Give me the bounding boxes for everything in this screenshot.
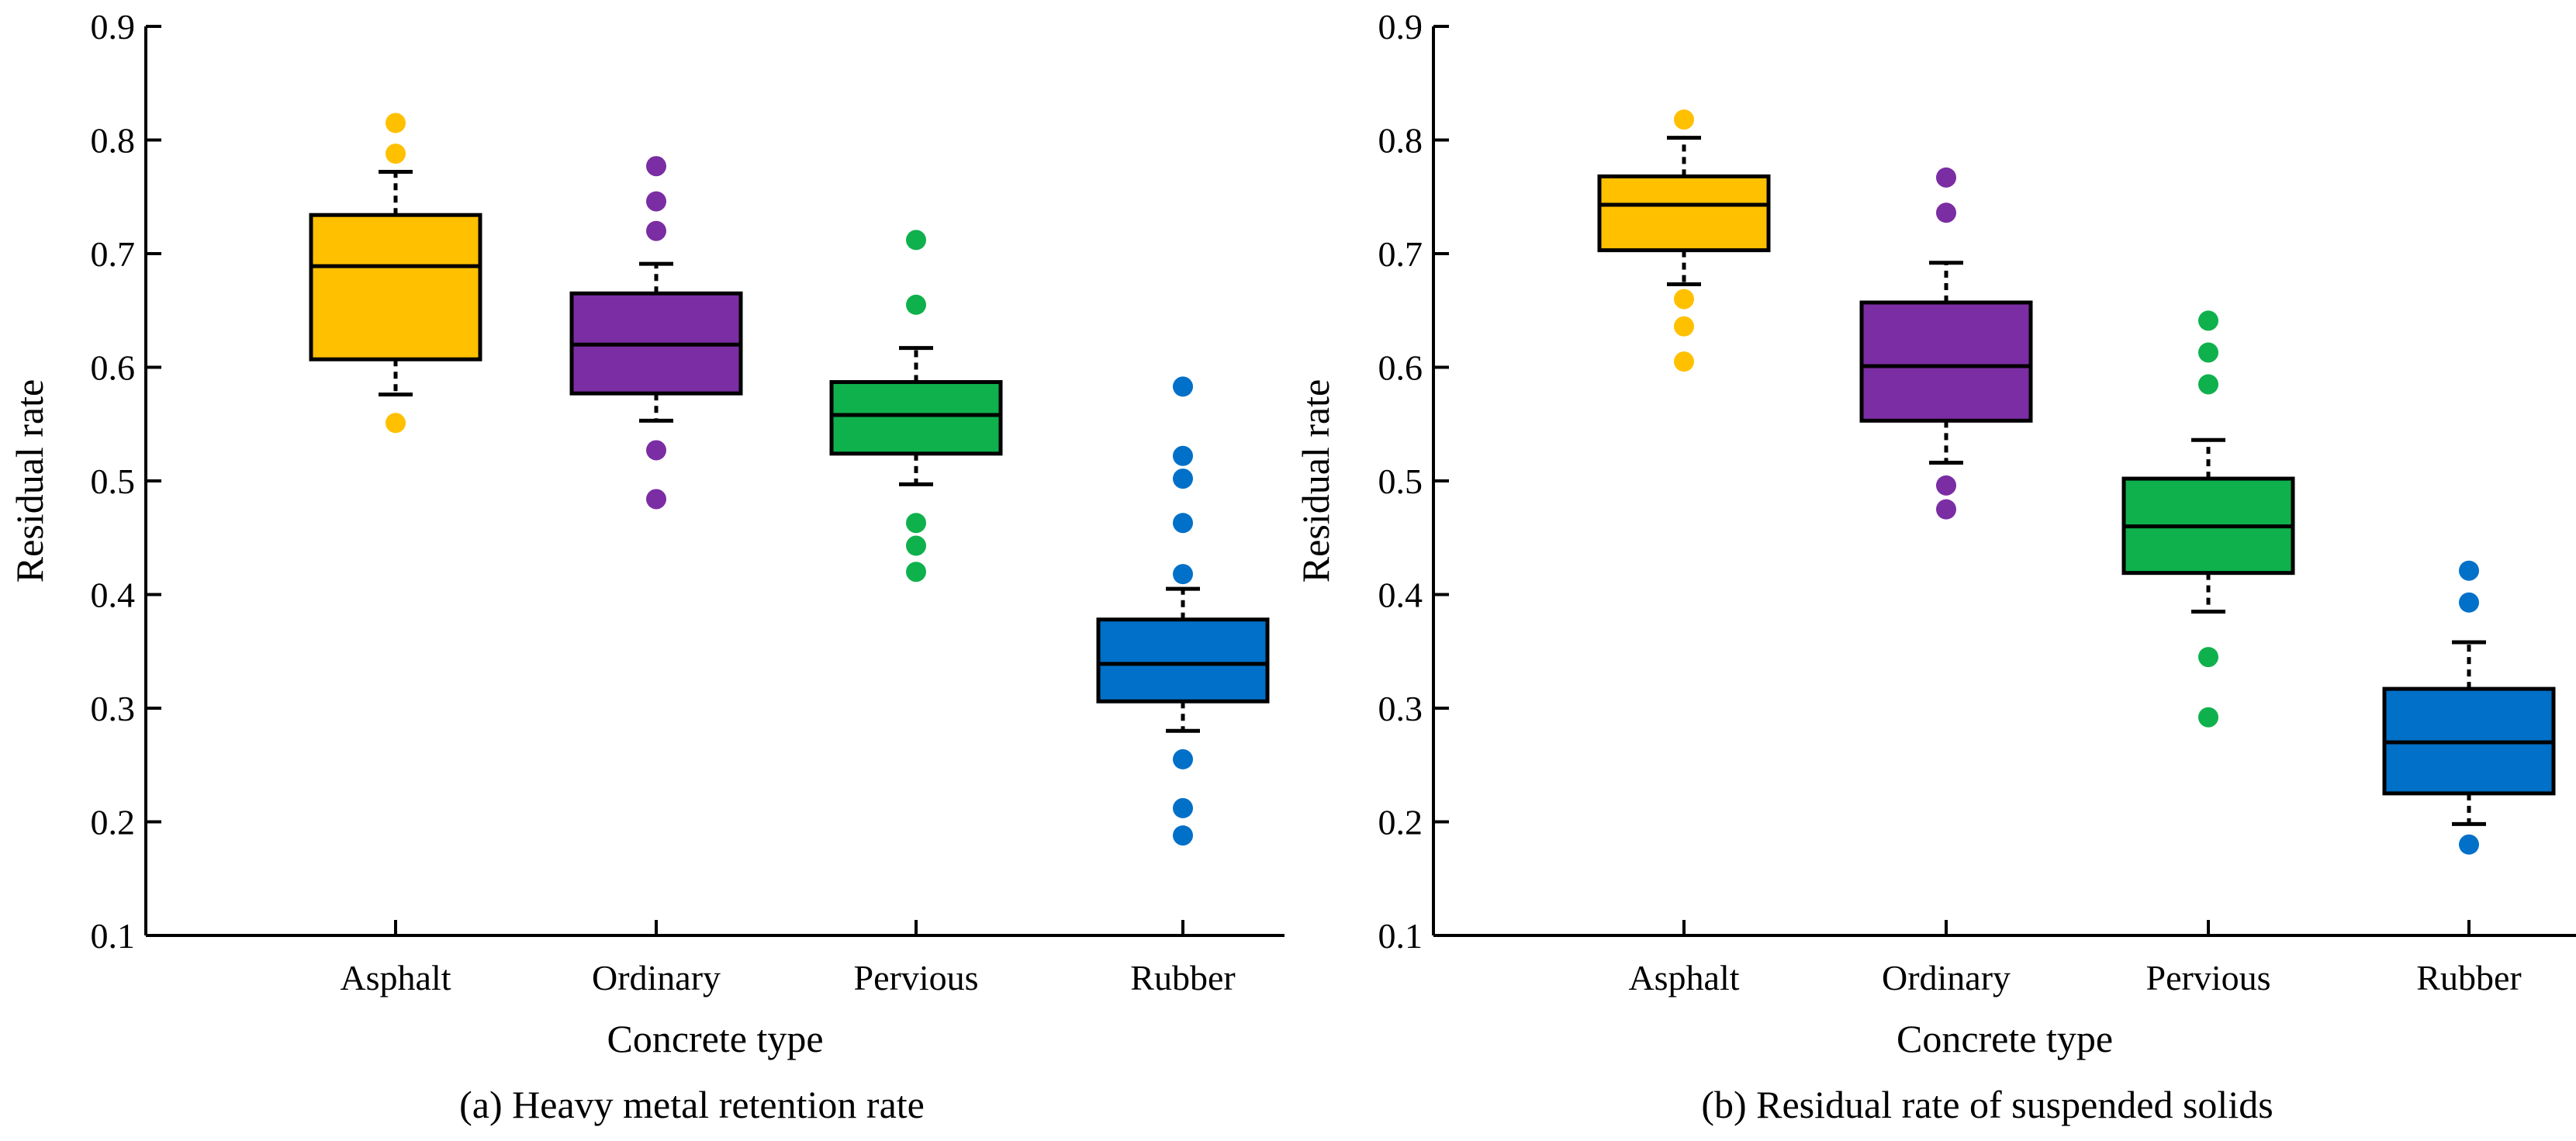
y-tick-label: 0.1 [1378, 916, 1423, 956]
outlier-point [1936, 499, 1956, 520]
outlier-point [2198, 342, 2218, 363]
y-tick-label: 0.9 [91, 7, 136, 47]
outlier-point [906, 230, 926, 251]
figure-caption: (a) Heavy metal retention rate [459, 1083, 925, 1126]
outlier-point [2459, 592, 2479, 613]
box-asphalt [1597, 109, 1771, 372]
y-tick-label: 0.1 [91, 916, 136, 956]
chart-panel-1: 0.1 0.2 0.3 0.4 0.5 0.6 0.7 0.8 0.9 Asphalt Ordina… [8, 7, 1285, 1126]
outlier-point [1173, 469, 1193, 489]
y-tick-label: 0.2 [91, 803, 136, 842]
y-tick-label: 0.2 [1378, 803, 1423, 842]
outlier-point [1936, 475, 1956, 496]
iqr-box [1597, 174, 1771, 253]
outlier-point [1173, 513, 1193, 534]
outlier-point [646, 191, 666, 212]
outlier-point [1173, 445, 1193, 466]
outlier-point [1674, 109, 1694, 130]
figure-caption: (b) Residual rate of suspended solids [1701, 1083, 2273, 1126]
box-pervious [829, 230, 1003, 583]
outlier-point [386, 413, 406, 434]
y-tick-label: 0.5 [91, 462, 136, 501]
x-axis-title: Concrete type [1897, 1017, 2113, 1060]
y-tick-label: 0.4 [91, 576, 136, 615]
outlier-point [646, 440, 666, 461]
outlier-point [1173, 797, 1193, 818]
chart-panel-2: 0.1 0.2 0.3 0.4 0.5 0.6 0.7 0.8 0.9 Asphalt Ordina… [1294, 7, 2576, 1126]
outlier-point [1173, 749, 1193, 769]
box-ordinary [569, 156, 743, 510]
outlier-point [2198, 647, 2218, 668]
outlier-point [1173, 825, 1193, 846]
outlier-point [1674, 316, 1694, 337]
y-tick-label: 0.8 [1378, 121, 1423, 161]
outlier-point [906, 513, 926, 534]
box-rubber [1096, 376, 1270, 846]
y-tick-label: 0.4 [1378, 576, 1423, 615]
outlier-point [386, 112, 406, 133]
y-tick-label: 0.9 [1378, 7, 1423, 47]
y-tick-label: 0.6 [1378, 348, 1423, 388]
outlier-point [646, 220, 666, 241]
iqr-box [829, 380, 1003, 456]
outlier-point [906, 562, 926, 583]
outlier-point [1936, 167, 1956, 188]
outlier-point [386, 143, 406, 164]
box-asphalt [309, 112, 482, 434]
x-tick-label: Rubber [1130, 958, 1235, 998]
x-tick-label: Pervious [854, 958, 979, 998]
y-tick-label: 0.8 [91, 121, 136, 161]
outlier-point [1173, 564, 1193, 585]
x-axis-title: Concrete type [607, 1017, 823, 1060]
x-tick-label: Rubber [2416, 958, 2521, 998]
outlier-point [906, 294, 926, 315]
y-tick-label: 0.7 [91, 234, 136, 274]
x-tick-label: Pervious [2146, 958, 2271, 998]
y-axis-title: Residual rate [8, 379, 51, 583]
x-tick-label: Ordinary [1882, 958, 2011, 998]
box-rubber [2382, 560, 2556, 855]
outlier-point [906, 535, 926, 556]
x-tick-label: Asphalt [340, 958, 451, 998]
box-ordinary [1859, 167, 2033, 520]
iqr-box [309, 213, 482, 361]
box-pervious [2121, 310, 2295, 728]
outlier-point [2459, 560, 2479, 581]
x-tick-label: Asphalt [1628, 958, 1739, 998]
x-tick-label: Ordinary [592, 958, 721, 998]
outlier-point [1173, 376, 1193, 397]
outlier-point [646, 489, 666, 510]
outlier-point [1674, 351, 1694, 372]
y-tick-label: 0.7 [1378, 234, 1423, 274]
y-tick-label: 0.3 [91, 689, 136, 728]
outlier-point [646, 156, 666, 177]
y-tick-label: 0.3 [1378, 689, 1423, 728]
outlier-point [1936, 202, 1956, 223]
iqr-box [1859, 300, 2033, 423]
iqr-box [1096, 617, 1270, 704]
outlier-point [1674, 289, 1694, 309]
outlier-point [2459, 834, 2479, 855]
y-axis-title: Residual rate [1294, 379, 1337, 583]
outlier-point [2198, 374, 2218, 395]
outlier-point [2198, 707, 2218, 728]
y-tick-label: 0.5 [1378, 462, 1423, 501]
outlier-point [2198, 310, 2218, 331]
y-tick-label: 0.6 [91, 348, 136, 388]
